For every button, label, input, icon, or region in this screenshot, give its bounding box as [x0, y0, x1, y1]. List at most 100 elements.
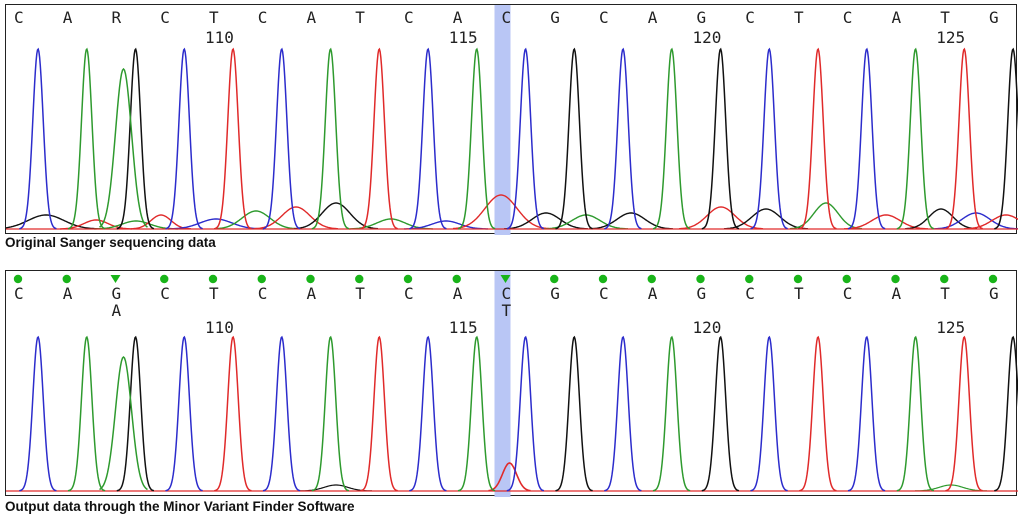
base-call: R	[112, 8, 122, 27]
match-dot-icon	[452, 274, 461, 284]
base-call: C	[404, 284, 414, 303]
base-call: A	[892, 284, 902, 303]
match-dot-icon	[745, 274, 754, 284]
base-call: C	[160, 8, 170, 27]
peak-trace	[311, 47, 350, 230]
base-call: A	[307, 8, 317, 27]
match-dot-icon	[13, 274, 23, 284]
base-call: G	[112, 284, 122, 303]
noise-trace	[589, 212, 673, 230]
base-call: C	[258, 8, 268, 27]
base-call: A	[63, 284, 73, 303]
peak-trace	[19, 335, 57, 492]
minor-variant-caption: Output data through the Minor Variant Fi…	[5, 499, 355, 514]
peak-trace	[360, 335, 398, 492]
peak-trace	[701, 335, 740, 492]
peak-trace	[506, 335, 545, 492]
base-call: G	[697, 8, 707, 27]
match-dot-icon	[257, 274, 266, 284]
noise-trace	[964, 214, 1018, 230]
base-call: T	[940, 8, 950, 27]
base-call: C	[843, 284, 853, 303]
peak-trace	[457, 335, 496, 492]
base-call: T	[355, 8, 365, 27]
peak-trace	[311, 335, 350, 492]
peak-trace	[652, 47, 691, 230]
base-call: T	[794, 284, 804, 303]
noise-trace	[6, 214, 100, 230]
base-call: T	[794, 8, 804, 27]
peak-trace	[701, 47, 740, 230]
filtered-chromatogram-panel: C A G C T C A T C A C G C A G C T C A T G A T 110 115 120 125	[5, 270, 1018, 497]
match-dot-icon	[160, 274, 169, 284]
peak-trace	[262, 47, 301, 230]
position-label: 125	[936, 318, 965, 337]
match-dot-icon	[208, 274, 218, 284]
base-call: A	[648, 284, 658, 303]
position-label: 120	[693, 318, 722, 337]
base-call: C	[258, 284, 268, 303]
peak-trace	[896, 335, 935, 492]
noise-trace	[168, 218, 264, 230]
peak-trace	[896, 47, 935, 230]
base-call: C	[404, 8, 414, 27]
match-dot-icon	[696, 274, 705, 284]
base-call: G	[550, 8, 560, 27]
highlight-column	[494, 5, 511, 235]
minor-variant-trace	[488, 462, 531, 492]
base-call: G	[989, 8, 999, 27]
base-call: C	[14, 8, 24, 27]
base-call: A	[892, 8, 902, 27]
variant-triangle-icon	[500, 275, 511, 283]
match-dot-icon	[403, 274, 413, 284]
noise-trace	[904, 208, 978, 230]
noise-trace	[452, 194, 550, 230]
peak-trace	[945, 335, 983, 492]
base-call: T	[355, 284, 365, 303]
peak-trace	[555, 335, 593, 492]
mixed-peak-trace	[99, 355, 148, 491]
match-dot-icon	[62, 274, 71, 284]
peak-trace	[555, 47, 593, 230]
base-call: C	[14, 284, 24, 303]
noise-trace	[678, 206, 764, 230]
peak-trace	[994, 335, 1018, 492]
peak-trace	[506, 47, 545, 230]
noise-trace	[404, 220, 488, 230]
peak-trace	[799, 47, 837, 230]
peak-trace	[604, 335, 642, 492]
peak-trace	[799, 335, 837, 492]
base-call: C	[502, 284, 512, 303]
base-call: G	[550, 284, 560, 303]
peak-trace	[847, 335, 886, 492]
match-dot-icon	[842, 274, 851, 284]
mixed-peak-trace	[99, 67, 148, 228]
base-call: T	[940, 284, 950, 303]
peak-trace	[750, 47, 788, 230]
noise-trace	[253, 206, 339, 230]
peak-trace	[67, 47, 106, 230]
highlight-column	[494, 271, 511, 497]
noise-trace	[214, 210, 298, 230]
peak-trace	[945, 47, 983, 230]
peak-trace	[409, 335, 447, 492]
peak-trace	[652, 335, 691, 492]
noise-trace	[789, 202, 863, 230]
base-call: A	[63, 8, 73, 27]
base-call: A	[453, 8, 463, 27]
match-dot-icon	[647, 274, 656, 284]
noise-trace	[504, 212, 588, 230]
peak-trace	[116, 335, 155, 492]
original-chromatogram-panel: C A R C T C A T C A C G C A G C T C A T G 110 115 120 125	[5, 4, 1018, 235]
match-dot-icon	[598, 274, 608, 284]
peak-trace	[165, 47, 203, 230]
base-call: A	[648, 8, 658, 27]
match-dot-icon	[550, 274, 559, 284]
match-dot-icon	[988, 274, 998, 284]
base-call: G	[989, 284, 999, 303]
noise-trace	[723, 208, 809, 230]
position-label: 115	[449, 28, 478, 47]
base-call: A	[307, 284, 317, 303]
position-label: 120	[693, 28, 722, 47]
